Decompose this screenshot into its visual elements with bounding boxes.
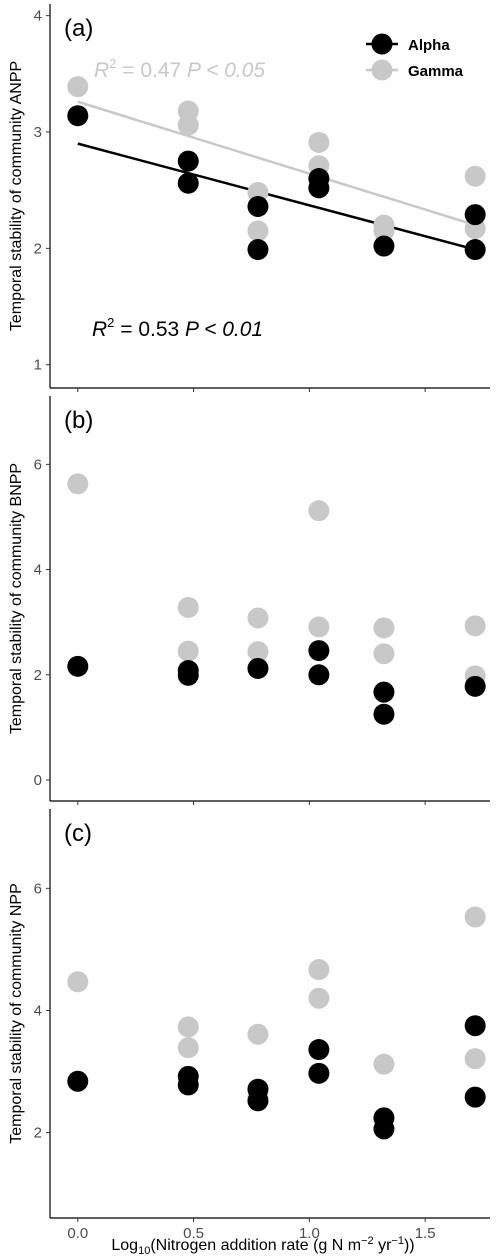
point-alpha <box>464 1086 486 1108</box>
fit-line-alpha <box>77 142 476 251</box>
x-axis-label-prefix: Log <box>111 1237 138 1254</box>
point-gamma <box>177 1037 199 1059</box>
point-alpha <box>308 177 330 199</box>
y-tick-label: 1 <box>34 357 42 374</box>
fit-line-gamma <box>77 100 476 227</box>
y-axis-label: Temporal stability of community NPP <box>8 883 25 1144</box>
point-alpha <box>373 703 395 725</box>
y-tick-label: 6 <box>34 456 42 473</box>
y-tick-label: 3 <box>34 124 42 141</box>
point-alpha <box>177 150 199 172</box>
point-alpha <box>464 675 486 697</box>
point-gamma <box>247 1023 269 1045</box>
point-gamma <box>308 131 330 153</box>
y-tick-label: 4 <box>34 562 42 579</box>
y-tick-label: 2 <box>34 667 42 684</box>
stat-annotation-alpha: R2 = 0.53 P < 0.01 <box>92 315 263 341</box>
x-axis-label-mid2: yr <box>374 1237 392 1254</box>
point-gamma <box>177 114 199 136</box>
point-gamma <box>247 607 269 629</box>
y-axis-label: Temporal stability of community ANPP <box>8 61 25 331</box>
point-alpha <box>308 640 330 662</box>
point-alpha <box>308 664 330 686</box>
point-alpha <box>373 1118 395 1140</box>
point-alpha <box>464 204 486 226</box>
point-gamma <box>67 76 89 98</box>
panel-label: (a) <box>64 15 93 42</box>
point-gamma <box>177 640 199 662</box>
legend-marker-alpha <box>371 33 393 55</box>
x-tick-label: 0.5 <box>183 1225 204 1242</box>
point-alpha <box>308 1039 330 1061</box>
point-gamma <box>373 1053 395 1075</box>
point-gamma <box>373 220 395 242</box>
point-gamma <box>308 500 330 522</box>
stat-annotation-gamma: R2 = 0.47 P < 0.05 <box>94 56 265 82</box>
point-gamma <box>67 473 89 495</box>
point-alpha <box>177 1074 199 1096</box>
point-gamma <box>464 906 486 928</box>
point-alpha <box>67 655 89 677</box>
y-tick-label: 4 <box>34 1002 42 1019</box>
point-gamma <box>177 1016 199 1038</box>
point-alpha <box>373 235 395 257</box>
x-axis-label-mid: (Nitrogen addition rate (g N m <box>150 1237 361 1254</box>
legend-label-alpha: Alpha <box>408 37 450 54</box>
x-axis-label-sup2: −1 <box>391 1235 404 1247</box>
panel-label: (b) <box>64 407 93 434</box>
x-axis-label-sup1: −2 <box>361 1235 374 1247</box>
point-gamma <box>308 987 330 1009</box>
panel-label: (c) <box>64 820 92 847</box>
x-axis-label-suffix: )) <box>404 1237 415 1254</box>
legend: Alpha Gamma <box>362 30 484 86</box>
x-tick-label: 1.5 <box>415 1225 436 1242</box>
panels: 1 2 3 4 Temporal stability of community ANPP… <box>8 4 490 1242</box>
y-tick-label: 4 <box>34 8 42 25</box>
point-alpha <box>373 681 395 703</box>
y-tick-label: 2 <box>34 1125 42 1142</box>
point-gamma <box>177 596 199 618</box>
y-tick-label: 2 <box>34 240 42 257</box>
point-gamma <box>464 615 486 637</box>
point-gamma <box>373 617 395 639</box>
y-axis-label: Temporal stability of community BNPP <box>8 463 25 734</box>
point-alpha <box>67 1070 89 1092</box>
point-gamma <box>373 643 395 665</box>
point-gamma <box>308 959 330 981</box>
point-gamma <box>308 616 330 638</box>
point-gamma <box>247 641 269 663</box>
y-tick-label: 6 <box>34 880 42 897</box>
point-gamma <box>247 220 269 242</box>
point-alpha <box>464 1015 486 1037</box>
x-axis-label-sub: 10 <box>138 1245 150 1257</box>
x-tick-label: 1.0 <box>299 1225 320 1242</box>
panel-2: 0 2 4 6 Temporal stability of community BNPP… <box>8 396 490 805</box>
x-tick-label: 0.0 <box>67 1225 88 1242</box>
point-alpha <box>247 239 269 261</box>
point-alpha <box>247 657 269 679</box>
legend-label-gamma: Gamma <box>408 63 464 80</box>
y-tick-label: 0 <box>34 772 42 789</box>
x-axis-label: Log10(Nitrogen addition rate (g N m−2 yr… <box>111 1235 414 1257</box>
point-alpha <box>247 195 269 217</box>
panel-1: 1 2 3 4 Temporal stability of community ANPP… <box>8 4 490 392</box>
point-alpha <box>464 239 486 261</box>
point-alpha <box>67 105 89 127</box>
point-gamma <box>67 971 89 993</box>
point-alpha <box>247 1090 269 1112</box>
panel-3: 2 4 6 0.0 0.5 1.0 1.5 Temporal stability of com… <box>8 809 490 1242</box>
point-alpha <box>308 1062 330 1084</box>
point-gamma <box>464 165 486 187</box>
point-gamma <box>464 1048 486 1070</box>
point-alpha <box>177 172 199 194</box>
legend-marker-gamma <box>371 59 393 81</box>
point-alpha <box>177 664 199 686</box>
